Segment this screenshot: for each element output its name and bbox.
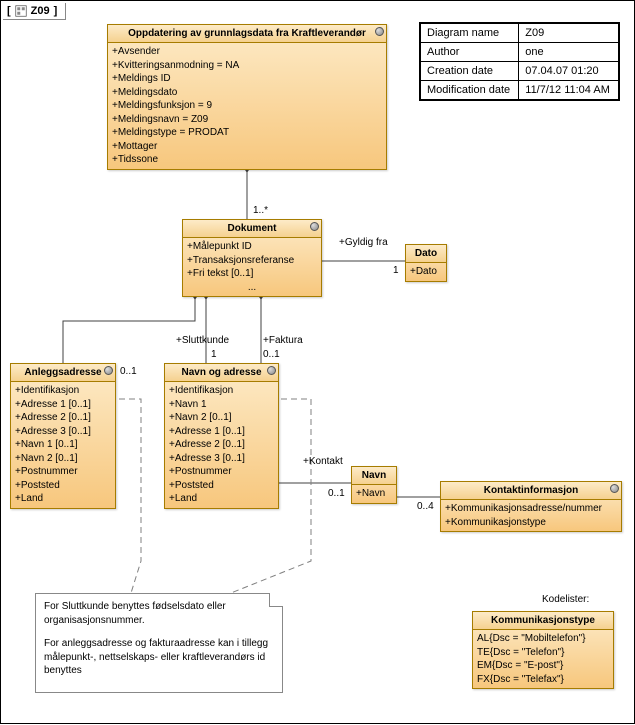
table-row: Diagram nameZ09 [420, 23, 619, 43]
meta-table: Diagram nameZ09 Authorone Creation date0… [419, 22, 620, 101]
meta-val: 07.04.07 01:20 [519, 62, 619, 81]
class-attrs: +Navn [352, 485, 396, 503]
class-navn: Navn +Navn [351, 466, 397, 504]
role-label: +Faktura [263, 335, 303, 346]
mult-label: 1 [393, 265, 399, 276]
class-navnadr: Navn og adresse +Identifikasjon +Navn 1 … [164, 363, 279, 509]
meta-key: Diagram name [420, 23, 519, 43]
class-title: Dokument [183, 220, 321, 238]
mult-label: 1 [211, 349, 217, 360]
meta-key: Creation date [420, 62, 519, 81]
table-row: Modification date11/7/12 11:04 AM [420, 81, 619, 101]
class-attrs: +Identifikasjon +Navn 1 +Navn 2 [0..1] +… [165, 382, 278, 508]
class-attrs: AL{Dsc = "Mobiltelefon"} TE{Dsc = "Telef… [473, 630, 613, 688]
kodelister-label: Kodelister: [542, 594, 589, 605]
meta-val: 11/7/12 11:04 AM [519, 81, 619, 101]
frame-title: Z09 [31, 5, 50, 17]
class-title: Oppdatering av grunnlagsdata fra Kraftle… [108, 25, 386, 43]
class-attrs: +Dato [406, 263, 446, 281]
diagram-canvas: [ Z09 ] Diagram nameZ09 Authorone Creati… [0, 0, 635, 724]
mult-label: 0..1 [263, 349, 280, 360]
class-dokument: Dokument +Målepunkt ID +Transaksjonsrefe… [182, 219, 322, 297]
mult-label: 0..4 [417, 501, 434, 512]
frame-label: [ Z09 ] [3, 3, 66, 20]
mult-label: 0..1 [328, 488, 345, 499]
role-label: +Sluttkunde [176, 335, 229, 346]
role-label: +Gyldig fra [339, 237, 388, 248]
meta-key: Author [420, 43, 519, 62]
link-dot-icon [267, 366, 276, 375]
class-kontakt: Kontaktinformasjon +Kommunikasjonsadress… [440, 481, 622, 532]
link-dot-icon [610, 484, 619, 493]
link-dot-icon [104, 366, 113, 375]
class-dato: Dato +Dato [405, 244, 447, 282]
class-attrs: +Målepunkt ID +Transaksjonsreferanse +Fr… [183, 238, 321, 296]
class-title: Dato [406, 245, 446, 263]
table-row: Creation date07.04.07 01:20 [420, 62, 619, 81]
role-label: +Kontakt [303, 456, 343, 467]
note-box: For Sluttkunde benyttes fødselsdato elle… [35, 593, 283, 693]
class-attrs: +Kommunikasjonsadresse/nummer +Kommunika… [441, 500, 621, 531]
note-text: For anleggsadresse og fakturaadresse kan… [44, 637, 274, 678]
class-attrs: +Identifikasjon +Adresse 1 [0..1] +Adres… [11, 382, 115, 508]
class-root: Oppdatering av grunnlagsdata fra Kraftle… [107, 24, 387, 170]
meta-val: one [519, 43, 619, 62]
class-title: Navn [352, 467, 396, 485]
note-text: For Sluttkunde benyttes fødselsdato elle… [44, 600, 274, 627]
class-kode: Kommunikasjonstype AL{Dsc = "Mobiltelefo… [472, 611, 614, 689]
table-row: Authorone [420, 43, 619, 62]
mult-label: 1..* [253, 205, 268, 216]
class-attrs: +Avsender +Kvitteringsanmodning = NA +Me… [108, 43, 386, 169]
mult-label: 0..1 [120, 366, 137, 377]
meta-key: Modification date [420, 81, 519, 101]
link-dot-icon [375, 27, 384, 36]
link-dot-icon [310, 222, 319, 231]
meta-val: Z09 [519, 23, 619, 43]
class-title: Anleggsadresse [11, 364, 115, 382]
class-anlegg: Anleggsadresse +Identifikasjon +Adresse … [10, 363, 116, 509]
class-title: Kontaktinformasjon [441, 482, 621, 500]
class-title: Navn og adresse [165, 364, 278, 382]
class-title: Kommunikasjonstype [473, 612, 613, 630]
